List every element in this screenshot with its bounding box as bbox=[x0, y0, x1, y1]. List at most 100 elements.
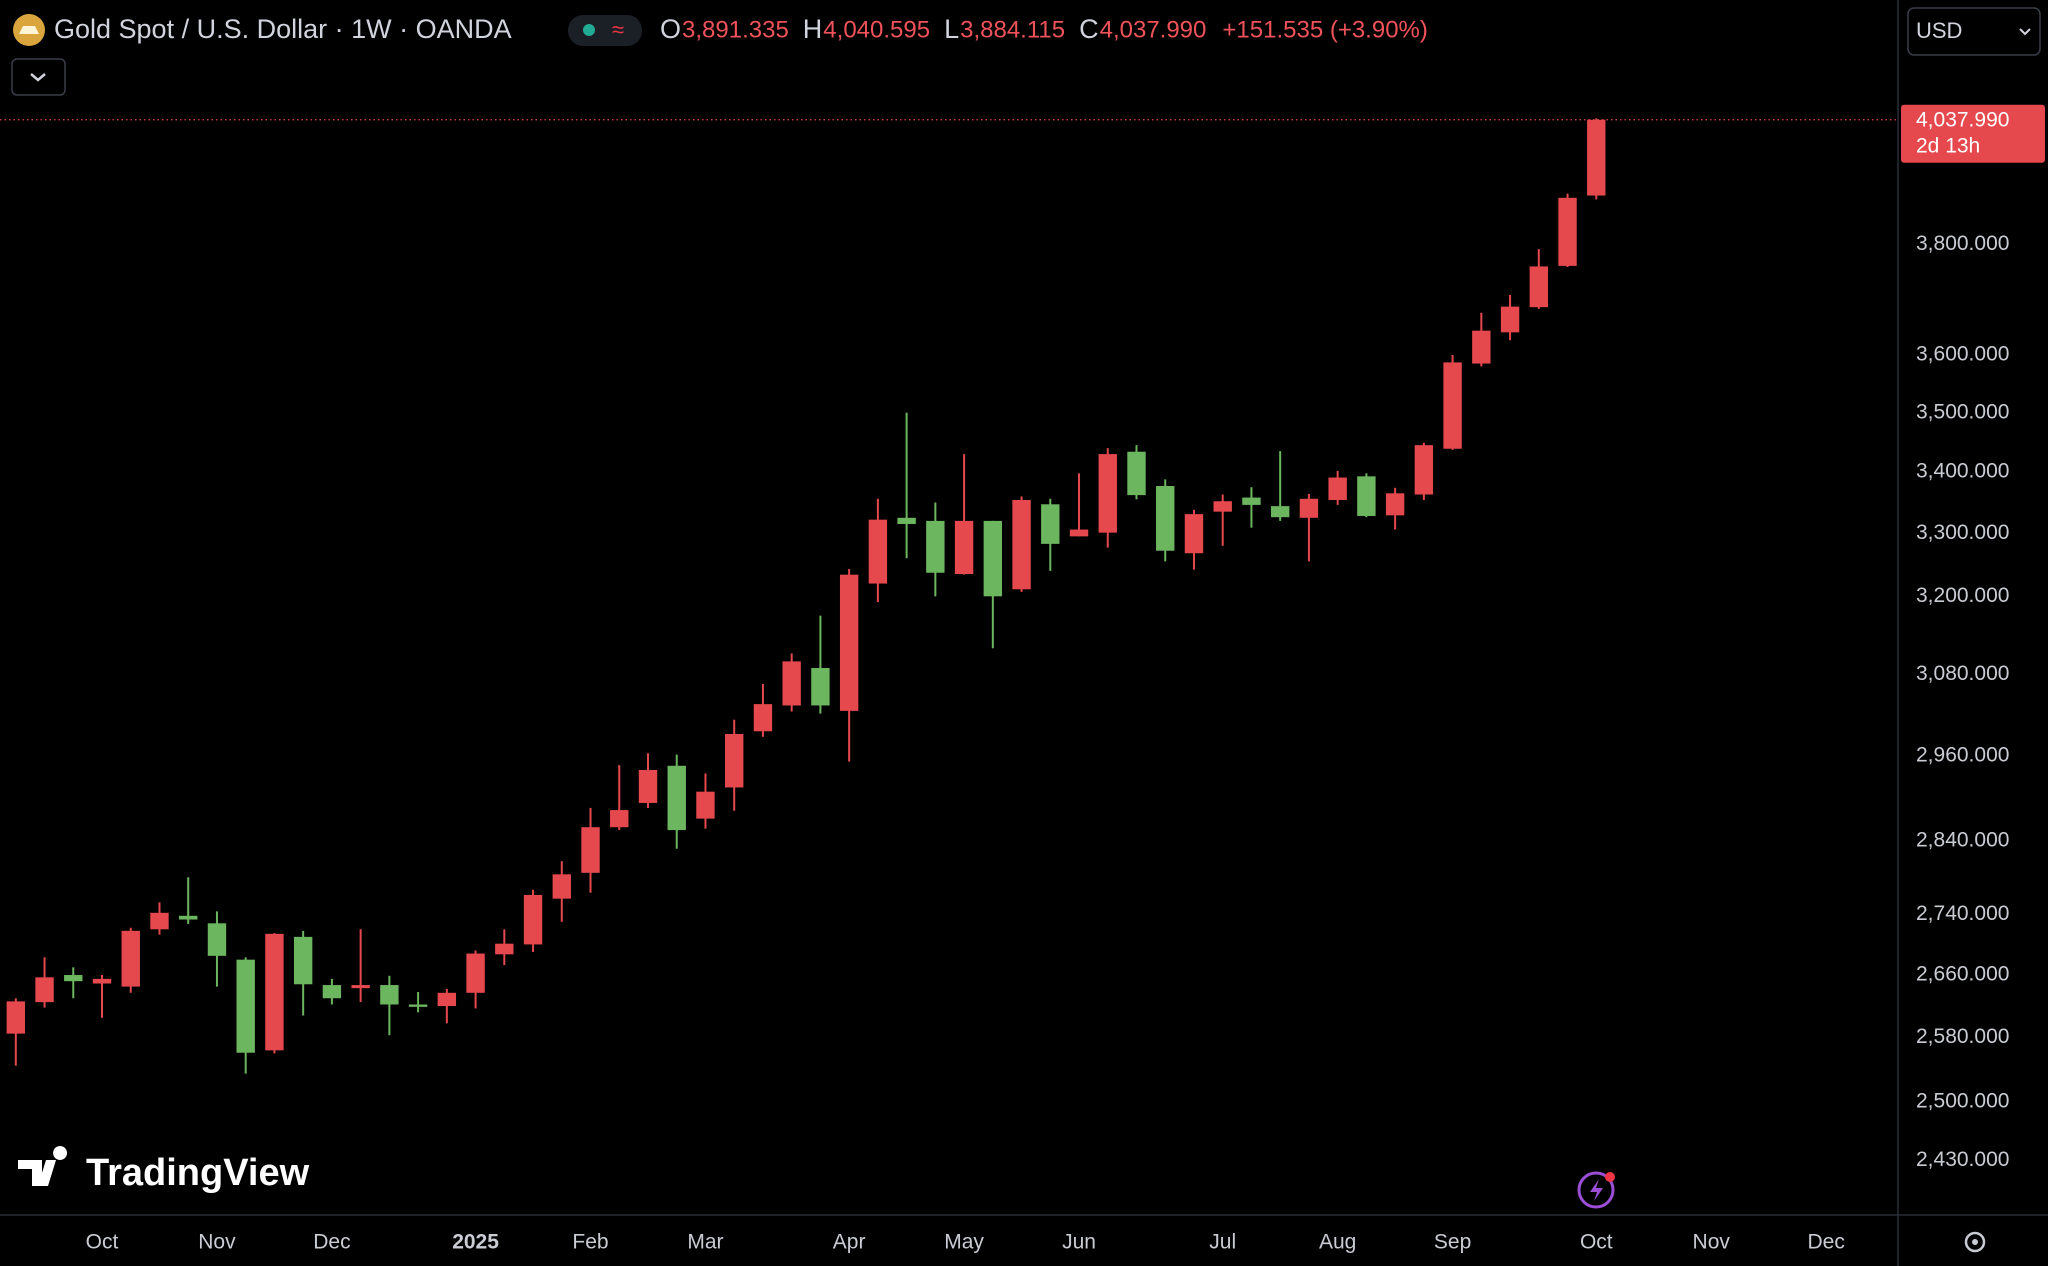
candle-body bbox=[293, 936, 313, 985]
candle-body bbox=[725, 734, 744, 788]
y-tick-label: 2,580.000 bbox=[1916, 1025, 2009, 1048]
ohlc-key: O bbox=[660, 14, 681, 44]
plot-area bbox=[0, 118, 1898, 1074]
x-tick-label: Nov bbox=[1693, 1231, 1731, 1254]
y-tick-label: 2,500.000 bbox=[1916, 1090, 2009, 1113]
x-tick-label: Sep bbox=[1434, 1231, 1471, 1254]
candle-body bbox=[1213, 501, 1232, 512]
candle-body bbox=[1012, 500, 1031, 590]
y-tick-label: 2,430.000 bbox=[1916, 1148, 2009, 1171]
candle-body bbox=[1041, 504, 1060, 544]
candle-body bbox=[35, 977, 54, 1003]
candle-body bbox=[466, 953, 485, 993]
x-tick-label: Apr bbox=[833, 1231, 866, 1254]
candle-body bbox=[610, 810, 629, 828]
candle-body bbox=[236, 959, 255, 1053]
y-tick-label: 3,500.000 bbox=[1916, 400, 2009, 423]
candle-body bbox=[6, 1001, 26, 1034]
candle-body bbox=[926, 520, 945, 573]
candle-body bbox=[523, 894, 543, 945]
candle-body bbox=[351, 985, 370, 989]
candle-body bbox=[983, 520, 1003, 597]
ohlc-value: 4,040.595 bbox=[823, 16, 930, 43]
status-pill[interactable] bbox=[568, 15, 642, 46]
x-tick-label: Dec bbox=[1807, 1231, 1844, 1254]
ohlc-key: C bbox=[1079, 14, 1099, 44]
ohlc-key: L bbox=[944, 14, 959, 44]
x-tick-label: Dec bbox=[313, 1231, 350, 1254]
x-tick-label: Jul bbox=[1209, 1231, 1236, 1254]
x-tick-label: 2025 bbox=[452, 1231, 499, 1254]
candle-body bbox=[121, 930, 140, 987]
candle-body bbox=[1357, 476, 1376, 516]
y-tick-label: 3,200.000 bbox=[1916, 584, 2009, 607]
ohlc-value: 3,891.335 bbox=[682, 16, 789, 43]
ohlc-value: 4,037.990 bbox=[1100, 16, 1207, 43]
collapse-button[interactable] bbox=[11, 58, 66, 96]
x-tick-label: Oct bbox=[86, 1231, 119, 1254]
y-tick-label: 3,600.000 bbox=[1916, 343, 2009, 366]
candle-body bbox=[322, 985, 342, 999]
alert-glyph bbox=[1590, 1179, 1603, 1201]
status-icon: ≈ bbox=[612, 17, 624, 42]
price-tag bbox=[1901, 104, 2045, 163]
candle-body bbox=[1299, 498, 1319, 518]
symbol-title: Gold Spot / U.S. Dollar · 1W · OANDA bbox=[54, 14, 512, 44]
candle-body bbox=[179, 915, 198, 920]
candle-body bbox=[581, 827, 600, 873]
candle-body bbox=[782, 661, 801, 706]
settings-icon-dot bbox=[1972, 1239, 1978, 1245]
currency-select[interactable] bbox=[1907, 7, 2041, 56]
currency-chevron bbox=[2019, 28, 2031, 36]
y-tick-label: 3,400.000 bbox=[1916, 460, 2009, 483]
ohlc-legend: O 3,891.335 H 4,040.595 L 3,884.115 C 4,037.990 bbox=[660, 14, 1206, 44]
x-tick-label: Oct bbox=[1580, 1231, 1613, 1254]
candle-body bbox=[1270, 506, 1290, 518]
candle-body bbox=[408, 1004, 428, 1007]
ohlc-value: 3,884.115 bbox=[960, 16, 1065, 43]
candle-body bbox=[1443, 362, 1462, 449]
alert-icon[interactable] bbox=[1577, 1171, 1615, 1209]
candle-body bbox=[1472, 330, 1491, 364]
candle-body bbox=[495, 943, 514, 955]
y-tick-label: 2,960.000 bbox=[1916, 744, 2009, 767]
candle-body bbox=[1587, 119, 1606, 196]
candle-body bbox=[380, 985, 399, 1005]
candle-body bbox=[1242, 497, 1261, 505]
alert-badge bbox=[1605, 1172, 1615, 1182]
candle-body bbox=[552, 874, 571, 899]
x-tick-label: Aug bbox=[1319, 1231, 1356, 1254]
y-tick-label: 3,800.000 bbox=[1916, 232, 2009, 255]
y-tick-label: 2,660.000 bbox=[1916, 963, 2009, 986]
candle-body bbox=[1328, 477, 1347, 501]
candle-body bbox=[1558, 197, 1577, 266]
candle-body bbox=[1529, 266, 1548, 308]
candle-body bbox=[1098, 454, 1117, 533]
chevron-icon bbox=[30, 73, 46, 82]
x-tick-label: Jun bbox=[1062, 1231, 1096, 1254]
y-tick-label: 3,300.000 bbox=[1916, 521, 2009, 544]
candle-body bbox=[897, 517, 916, 524]
price-tag-value: 4,037.990 bbox=[1916, 108, 2009, 131]
candle-body bbox=[667, 765, 686, 831]
x-tick-label: Feb bbox=[572, 1231, 608, 1254]
candle-body bbox=[92, 978, 112, 984]
candle-body bbox=[868, 519, 888, 584]
symbol-icon-glyph bbox=[19, 26, 39, 34]
candle-body bbox=[811, 667, 830, 706]
ohlc-key: H bbox=[803, 14, 823, 44]
candle-body bbox=[1500, 306, 1520, 333]
candle-body bbox=[1184, 514, 1204, 554]
candle-body bbox=[1069, 529, 1089, 537]
x-tick-label: Nov bbox=[198, 1231, 236, 1254]
y-tick-label: 3,080.000 bbox=[1916, 662, 2009, 685]
candle-body bbox=[753, 704, 773, 732]
candle-body bbox=[207, 923, 227, 956]
candle-body bbox=[696, 791, 715, 819]
settings-icon[interactable] bbox=[1964, 1231, 1986, 1253]
price-tag-countdown: 2d 13h bbox=[1916, 134, 1980, 157]
brand-name: TradingView bbox=[86, 1152, 310, 1194]
x-tick-label: May bbox=[944, 1231, 984, 1254]
candle-body bbox=[1127, 451, 1146, 496]
